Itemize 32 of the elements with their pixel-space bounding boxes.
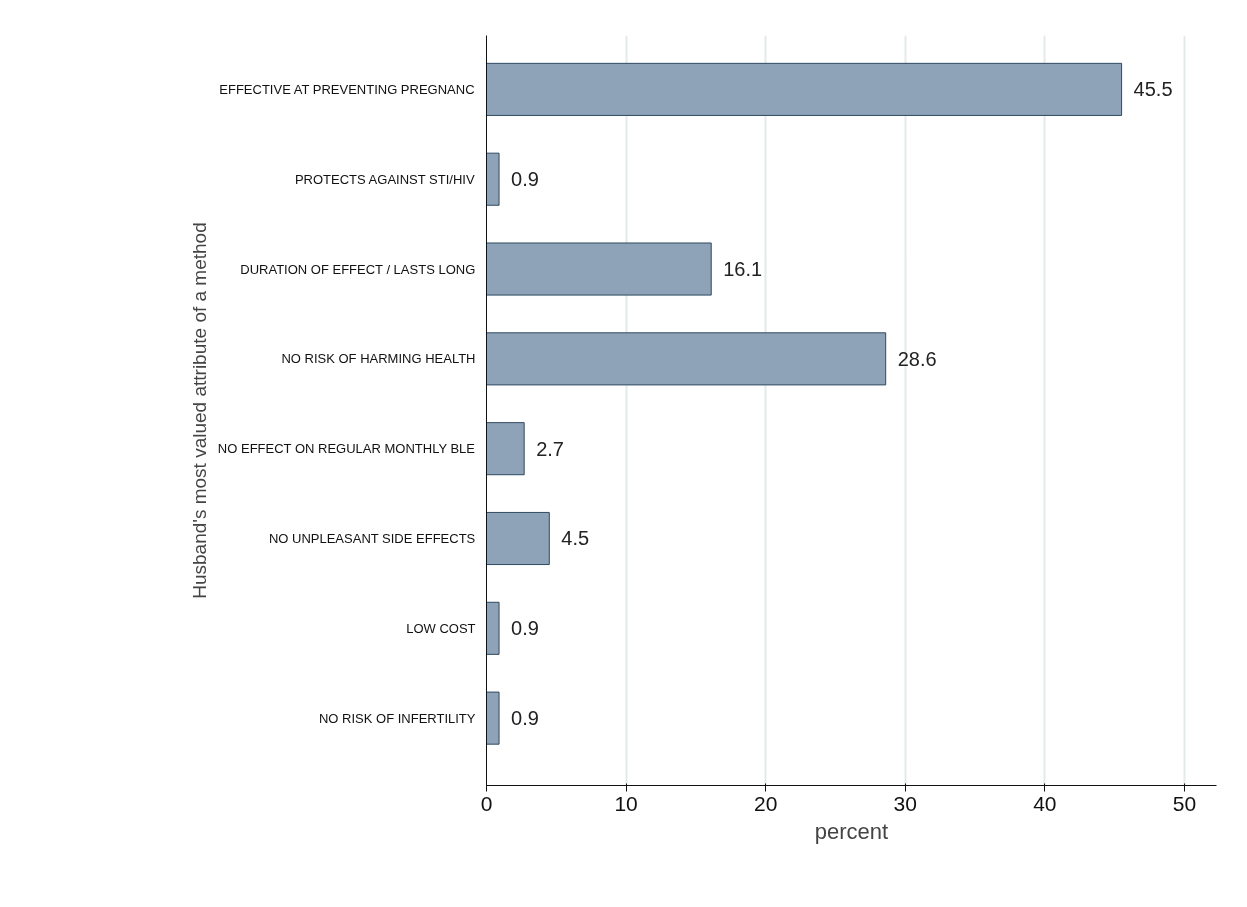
x-axis-title: percent <box>814 818 889 844</box>
y-axis-title: Husband's most valued attribute of a method <box>188 222 210 599</box>
bar <box>486 62 1123 116</box>
data-label: 16.1 <box>723 258 763 281</box>
data-label: 0.9 <box>511 707 539 730</box>
y-tick-label: DURATION OF EFFECT / LASTS LONG <box>240 261 476 277</box>
x-tick-label: 20 <box>753 791 778 815</box>
bar <box>486 511 550 566</box>
y-tick-label: EFFECTIVE AT PREVENTING PREGNANC <box>219 81 475 97</box>
data-label: 45.5 <box>1133 78 1173 101</box>
y-tick-label: NO UNPLEASANT SIDE EFFECTS <box>268 530 476 546</box>
x-tick-label: 30 <box>893 791 917 815</box>
data-label: 28.6 <box>897 347 937 370</box>
data-label: 2.7 <box>536 437 564 460</box>
data-label: 4.5 <box>561 527 590 550</box>
x-tick-label: 50 <box>1172 791 1197 815</box>
y-tick-label: NO RISK OF HARMING HEALTH <box>281 351 476 367</box>
y-tick-label: NO EFFECT ON REGULAR MONTHLY BLE <box>217 441 476 457</box>
data-label: 0.9 <box>511 617 539 640</box>
y-tick-label: NO RISK OF INFERTILITY <box>319 710 476 726</box>
bar <box>486 332 887 386</box>
data-label: 0.9 <box>511 168 539 191</box>
x-tick-label: 0 <box>480 791 493 815</box>
bar <box>486 242 712 296</box>
bar <box>486 691 500 745</box>
x-tick-label: 10 <box>614 791 638 815</box>
y-tick-label: LOW COST <box>406 620 476 636</box>
y-tick-label: PROTECTS AGAINST STI/HIV <box>294 171 475 187</box>
bar <box>486 601 500 655</box>
bar <box>486 422 525 476</box>
bar <box>486 152 500 206</box>
x-tick-label: 40 <box>1033 791 1057 815</box>
